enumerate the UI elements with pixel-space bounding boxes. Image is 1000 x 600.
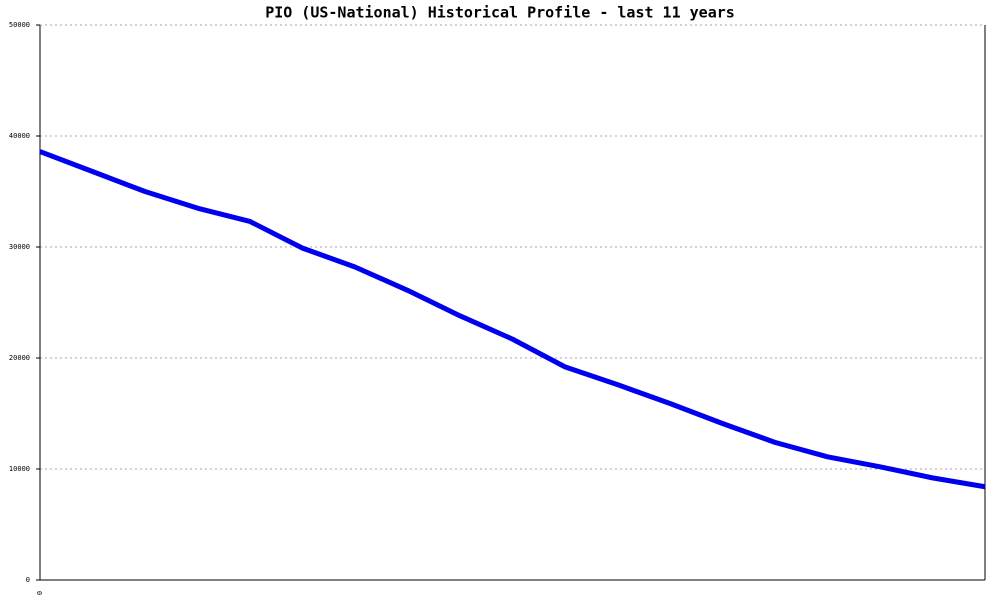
chart-title: PIO (US-National) Historical Profile - l… (265, 4, 735, 22)
data-line (39, 149, 986, 490)
y-tick-label: 40000 (9, 132, 30, 140)
y-tick-label: 20000 (9, 354, 30, 362)
y-tick-label: 10000 (9, 465, 30, 473)
y-tick-label: 30000 (9, 243, 30, 251)
x-tick-label: 0 (36, 591, 44, 595)
y-tick-label: 0 (26, 576, 30, 584)
y-tick-label: 50000 (9, 21, 30, 29)
